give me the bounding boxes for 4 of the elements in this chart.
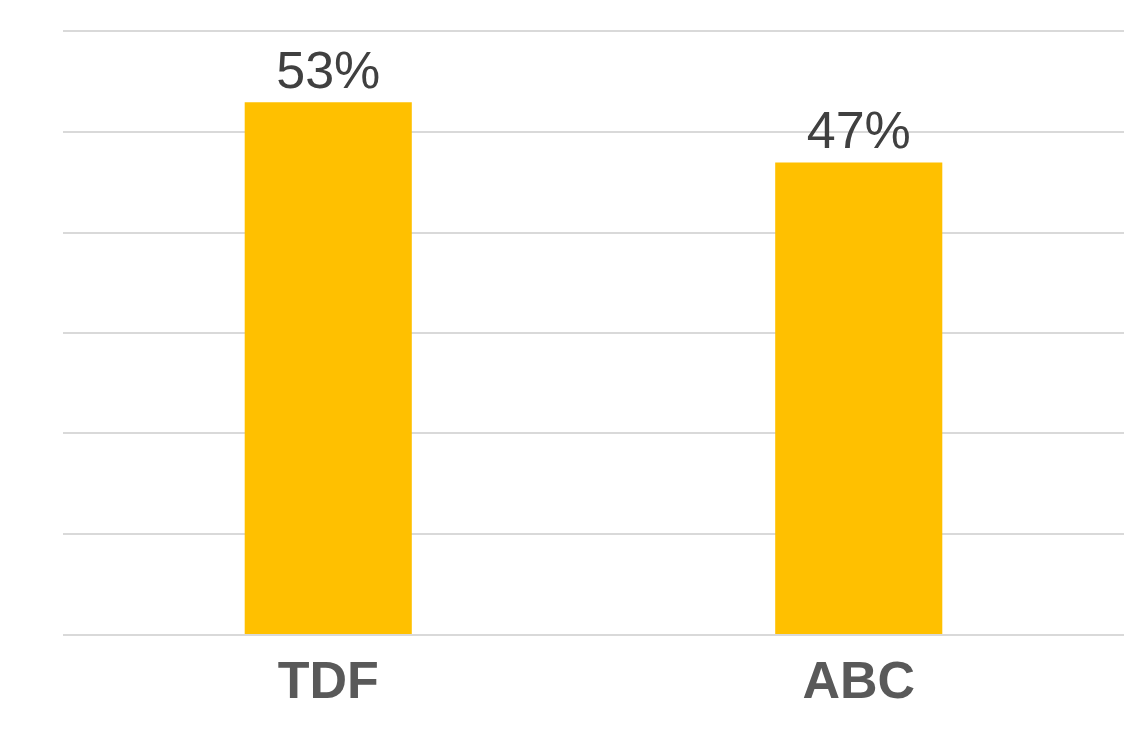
x-tick-label: ABC xyxy=(802,651,916,710)
data-label: 53% xyxy=(276,41,381,100)
x-tick-label: TDF xyxy=(277,651,379,710)
data-label: 47% xyxy=(806,101,911,160)
